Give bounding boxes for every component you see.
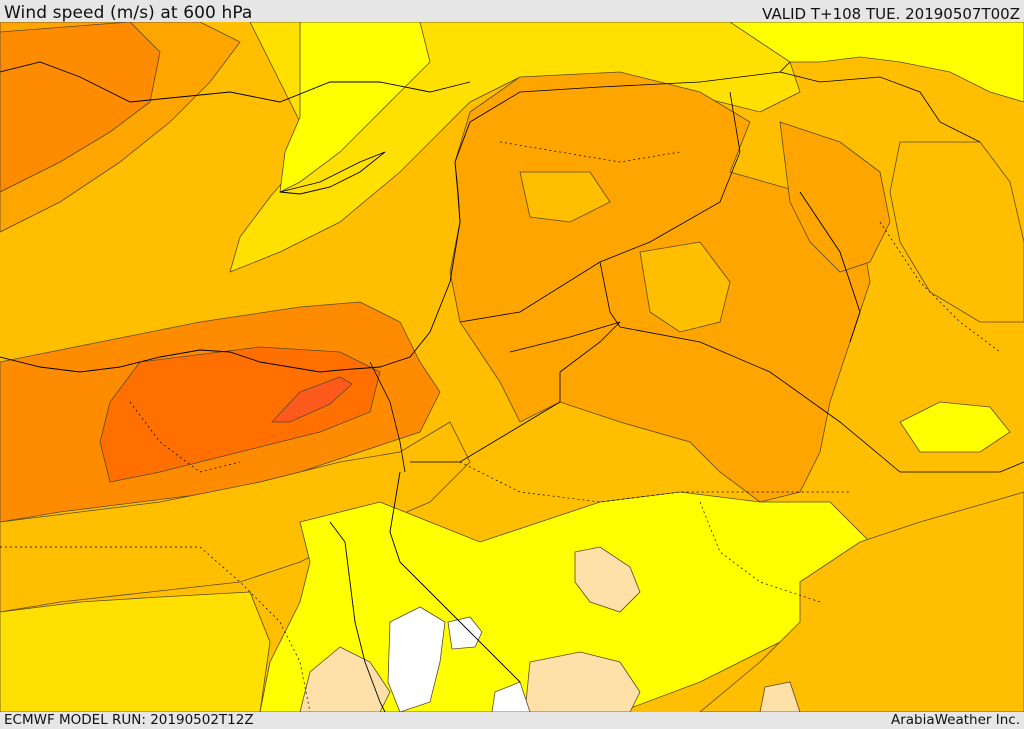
dotted-5 xyxy=(129,401,241,473)
field-gold-bottomleft xyxy=(0,591,271,712)
coast-mediterranean xyxy=(0,121,471,373)
map-title: Wind speed (m/s) at 600 hPa xyxy=(4,3,253,23)
field-gold-southeast xyxy=(699,491,1024,712)
field-gold-patch2 xyxy=(639,241,731,333)
border-6 xyxy=(779,71,981,143)
coast-cyprus xyxy=(279,151,386,195)
field-peach-4 xyxy=(759,681,801,712)
field-gold-south xyxy=(0,421,471,613)
dotted-4 xyxy=(699,501,821,603)
field-yellow-topright xyxy=(729,22,1024,103)
border-2 xyxy=(459,91,741,323)
wind-speed-map xyxy=(0,22,1024,712)
field-gold-patch xyxy=(519,171,611,223)
field-peach-3 xyxy=(299,646,391,712)
dotted-1 xyxy=(0,546,311,712)
field-red-core xyxy=(271,376,353,423)
model-run-label: ECMWF MODEL RUN: 20190502T12Z xyxy=(4,712,254,728)
field-white-1 xyxy=(387,606,446,712)
header-bar: Wind speed (m/s) at 600 hPa VALID T+108 … xyxy=(0,0,1024,23)
footer-bar: ECMWF MODEL RUN: 20190502T12Z ArabiaWeat… xyxy=(0,712,1024,729)
coast-red-sea-west xyxy=(329,521,386,712)
field-white-2 xyxy=(447,616,483,650)
field-yellow-east xyxy=(899,401,1011,453)
field-amber-east xyxy=(889,141,1024,323)
field-orange-dark-nw xyxy=(0,22,161,193)
province-dotted-lines xyxy=(0,141,1001,712)
border-4 xyxy=(410,321,621,463)
credit-label: ArabiaWeather Inc. xyxy=(890,712,1020,728)
coast-gulf xyxy=(799,191,861,343)
border-1 xyxy=(469,61,791,123)
coast-red-sea-east xyxy=(389,471,521,683)
valid-time: VALID T+108 TUE. 20190507T00Z xyxy=(762,5,1020,23)
map-svg xyxy=(0,22,1024,712)
field-yellow-inner xyxy=(279,22,431,193)
country-border-lines xyxy=(369,61,1024,473)
border-3 xyxy=(599,261,1024,473)
border-5 xyxy=(369,361,406,473)
coast-turkey xyxy=(0,61,471,103)
field-peach-1 xyxy=(574,546,641,613)
field-orange-east xyxy=(779,121,891,273)
dotted-6 xyxy=(879,221,1001,353)
coastline-lines xyxy=(0,61,861,712)
dotted-2 xyxy=(499,141,681,163)
field-white-3 xyxy=(491,681,531,712)
field-orange-dark-jet xyxy=(99,346,381,483)
dotted-3 xyxy=(459,461,850,503)
field-peach-2 xyxy=(524,651,641,712)
